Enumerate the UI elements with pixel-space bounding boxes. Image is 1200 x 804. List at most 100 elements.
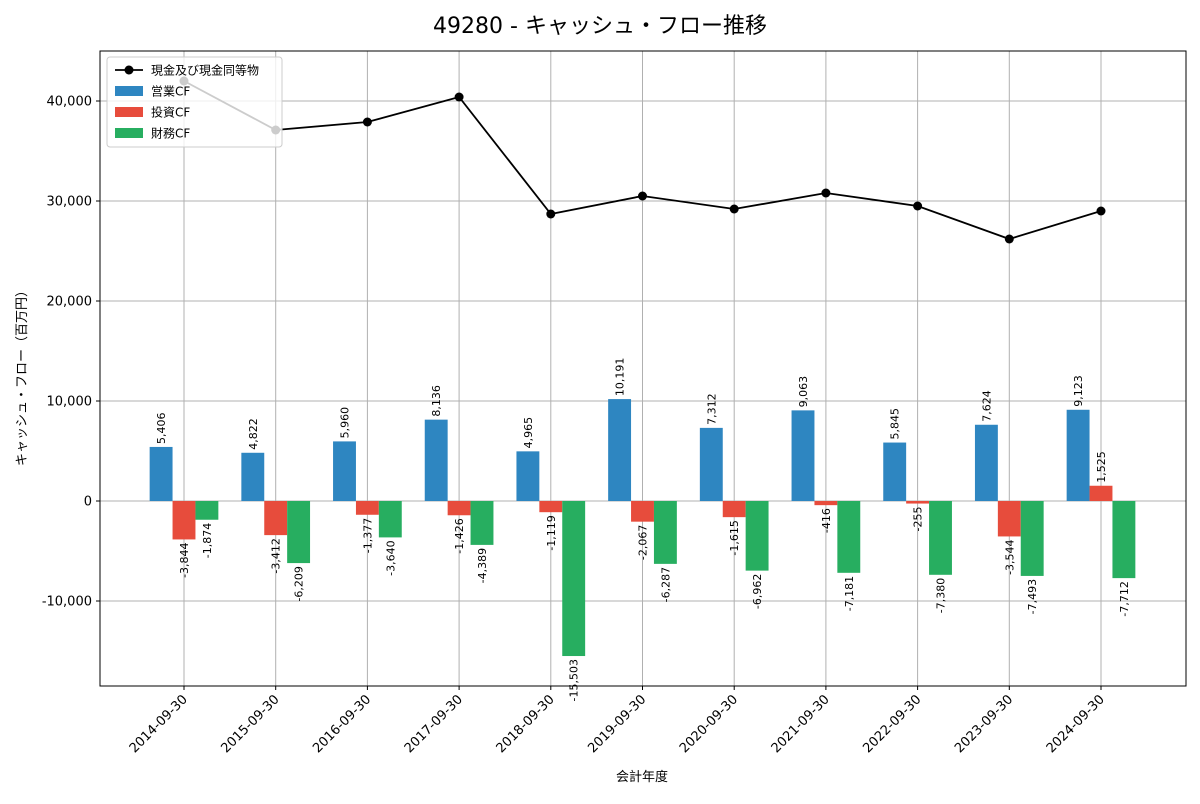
bar-value-label: -3,640 [384, 540, 397, 575]
bar-value-label: -7,380 [935, 578, 948, 613]
bar-value-label: -3,412 [270, 538, 283, 573]
bar [447, 501, 471, 516]
bar-value-label: -6,209 [293, 566, 306, 601]
bar-value-label: -7,493 [1026, 579, 1039, 614]
cash-point [454, 92, 464, 102]
bar-value-label: -15,503 [568, 659, 581, 701]
y-tick-label: 0 [84, 495, 92, 510]
bar [883, 442, 907, 501]
cash-point [913, 201, 923, 211]
bar [562, 501, 586, 657]
x-tick-label: 2022-09-30 [860, 692, 924, 756]
bar-value-label: 7,624 [980, 390, 993, 422]
x-tick-label: 2018-09-30 [494, 692, 558, 756]
bar-value-label: 10,191 [614, 358, 627, 397]
bar [195, 501, 219, 520]
legend-bar-swatch [115, 128, 143, 138]
bar-labels-layer: 5,406 4,822 5,960 8,136 4,965 10,191 7,312 9,06… [155, 358, 1131, 702]
x-tick-label: 2014-09-30 [127, 692, 191, 756]
bar [378, 501, 402, 538]
x-tick-label: 2019-09-30 [585, 692, 649, 756]
bar-value-label: -1,874 [201, 523, 214, 558]
cash-point [1096, 206, 1106, 216]
bar [264, 501, 288, 536]
bar-value-label: -1,615 [728, 520, 741, 555]
x-tick-label: 2016-09-30 [310, 692, 374, 756]
bar-value-label: -2,067 [637, 525, 650, 560]
bar-value-label: -6,962 [751, 574, 764, 609]
bar [906, 501, 930, 504]
bar [837, 501, 861, 573]
bar [516, 451, 540, 501]
legend-label: 現金及び現金同等物 [151, 63, 259, 78]
bar-value-label: -7,181 [843, 576, 856, 611]
y-tick-label: 20,000 [47, 295, 93, 310]
bar-value-label: 1,525 [1095, 451, 1108, 483]
bar [722, 501, 746, 518]
y-tick-label: -10,000 [42, 595, 92, 610]
bar-value-label: -416 [820, 508, 833, 533]
cash-point [1004, 234, 1014, 244]
bar [631, 501, 654, 522]
bar [791, 410, 815, 501]
bar-value-label: 9,063 [797, 376, 810, 408]
legend-box [106, 56, 283, 148]
bar-value-label: -1,426 [453, 518, 466, 553]
bar-value-label: 4,965 [522, 417, 535, 449]
bar [1112, 501, 1136, 579]
bar-value-label: -1,119 [545, 515, 558, 550]
legend-bar-swatch [115, 107, 143, 117]
bar-value-label: 5,960 [339, 407, 352, 439]
x-axis-label: 会計年度 [616, 769, 668, 785]
bar-value-label: -6,287 [659, 567, 672, 602]
legend-label: 財務CF [151, 126, 190, 141]
legend-marker [124, 65, 134, 75]
legend-label: 投資CF [151, 105, 190, 120]
bar-value-label: -7,712 [1118, 581, 1131, 616]
bar [539, 501, 563, 513]
y-axis-label: キャッシュ・フロー（百万円） [15, 284, 30, 466]
bar [287, 501, 311, 564]
bar-value-label: 5,406 [155, 412, 168, 444]
bar [1066, 409, 1090, 501]
bar-value-label: 4,822 [247, 418, 260, 450]
bar [814, 501, 838, 506]
cash-point [638, 191, 647, 201]
x-tick-label: 2023-09-30 [952, 692, 1016, 756]
bar-value-label: 8,136 [430, 385, 443, 417]
bar-value-label: 7,312 [705, 393, 718, 425]
x-tick-label: 2017-09-30 [402, 692, 466, 756]
legend-bar-swatch [115, 86, 143, 96]
chart-title: 49280 - キャッシュ・フロー推移 [433, 14, 767, 39]
y-tick-label: 10,000 [47, 395, 93, 410]
bar [470, 501, 494, 545]
x-tick-label: 2020-09-30 [677, 692, 741, 756]
x-tick-label: 2015-09-30 [218, 692, 282, 756]
x-tick-label: 2024-09-30 [1044, 692, 1108, 756]
bar [333, 441, 356, 501]
x-tick-label: 2021-09-30 [769, 692, 833, 756]
bar [424, 419, 448, 501]
bar [241, 452, 265, 501]
y-tick-label: 40,000 [47, 95, 93, 110]
bar-value-label: -1,377 [361, 518, 374, 553]
plot-frame [99, 50, 1187, 687]
bar-value-label: -4,389 [476, 548, 489, 583]
bar [929, 501, 952, 575]
bar [974, 424, 998, 501]
legend-label: 営業CF [151, 85, 190, 99]
bar [355, 501, 379, 515]
cash-point [729, 204, 739, 214]
bar [608, 399, 632, 501]
bar [997, 501, 1021, 537]
bar [172, 501, 196, 540]
bar-value-label: -255 [912, 507, 925, 532]
bar-value-label: 5,845 [889, 408, 902, 440]
bar-value-label: 9,123 [1072, 375, 1085, 407]
cash-point [546, 209, 556, 219]
cash-point [362, 117, 372, 127]
bar [149, 446, 173, 501]
bar [699, 427, 723, 501]
